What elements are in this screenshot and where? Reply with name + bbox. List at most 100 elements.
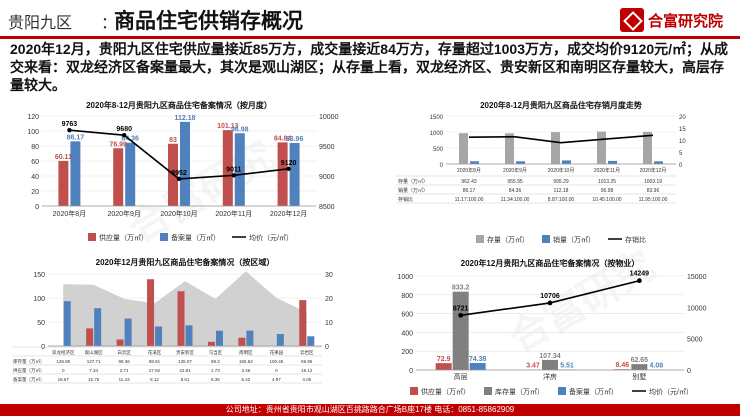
table-cell: 98.3 [211, 359, 220, 364]
table-cell: 11.34:100.00 [501, 197, 530, 203]
table-row-label: 存量（万㎡） [398, 178, 428, 185]
bar-inventory [631, 364, 648, 370]
x-tick-label: 乌当区 [209, 349, 223, 356]
x-tick-label: 2020年12月 [640, 167, 667, 174]
table-cell: 1.73 [211, 368, 220, 373]
bar-sales [470, 161, 479, 164]
y-tick-label-left: 400 [401, 330, 413, 337]
y-tick-label-right: 15 [679, 127, 686, 133]
y-tick-label-right: 10 [679, 139, 686, 145]
data-label-price: 9763 [62, 121, 78, 128]
table-cell: 3.46 [242, 368, 251, 373]
data-label-price: 10706 [540, 293, 560, 300]
y-tick-label-right: 10 [325, 320, 333, 327]
y-tick-label-right: 0 [687, 368, 691, 375]
table-cell: 995.29 [553, 179, 569, 185]
y-tick-label-right: 10000 [687, 305, 707, 312]
bar-filing [63, 301, 71, 346]
bar-stock [643, 131, 652, 164]
x-tick-label: 别墅 [632, 372, 646, 381]
data-label-filing: 86.17 [67, 134, 85, 141]
table-cell: 4.05 [302, 377, 311, 382]
legend-label: 存销比 [625, 235, 646, 244]
y-tick-label-right: 30 [325, 272, 333, 279]
bar-supply [86, 328, 94, 346]
x-tick-label: 花溪区 [148, 349, 162, 356]
point-price [636, 278, 642, 284]
legend-swatch [542, 235, 550, 243]
x-tick-label: 2020年10月 [160, 209, 197, 218]
data-label-filing: 96.98 [231, 126, 249, 133]
bar-filing [124, 318, 132, 346]
x-tick-label: 2020年10月 [548, 167, 575, 174]
table-cell: 8.12 [150, 377, 159, 382]
x-tick-label: 白云区 [117, 349, 131, 356]
y-tick-label-left: 200 [401, 349, 413, 356]
y-tick-label-left: 0 [440, 163, 444, 169]
table-cell: 1003.19 [644, 179, 662, 185]
y-tick-label-right: 8500 [319, 204, 335, 211]
chart-title: 2020年8-12月贵阳九区商品住宅存销月度走势 [480, 100, 642, 110]
table-cell: 135.07 [178, 359, 192, 364]
summary-text: 2020年12月，贵阳九区住宅供应量接近85万方，成交量接近84万方，存量超过1… [10, 41, 729, 93]
y-tick-label-left: 80 [31, 144, 39, 151]
table-cell: 22.81 [179, 368, 191, 373]
y-tick-label-left: 100 [33, 296, 45, 303]
x-tick-label: 南明区 [239, 349, 253, 356]
bar-filing [276, 334, 284, 346]
data-label-filing: 74.38 [469, 356, 487, 363]
data-label-filing: 5.51 [560, 362, 574, 369]
bar-filing [469, 363, 486, 370]
bar-filing [70, 141, 81, 206]
legend-label: 供应量（万㎡） [421, 387, 470, 396]
y-tick-label-right: 20 [679, 115, 686, 121]
y-tick-label-left: 60 [31, 159, 39, 166]
y-tick-label-left: 1000 [430, 131, 444, 137]
table-cell: 84.36 [509, 188, 522, 194]
x-tick-label: 2020年11月 [215, 209, 252, 218]
y-tick-label-right: 5000 [687, 337, 703, 344]
table-cell: 15.75 [88, 377, 100, 382]
chart-monthly-filing: 2020年8-12月贵阳九区商品住宅备案情况（按月度） 0 20 40 60 80 100 1… [27, 100, 338, 242]
bar-supply [207, 341, 215, 346]
bar-sales [516, 161, 525, 164]
x-tick-label: 洋房 [543, 372, 557, 381]
x-tick-label: 云岩区 [300, 349, 314, 356]
y-tick-label-right: 15000 [687, 274, 707, 281]
header: 贵阳九区 ： 商品住宅供销存概况 合富研究院 [0, 0, 740, 40]
table-cell: 83.96 [647, 188, 660, 194]
table-cell: 8.61 [181, 377, 190, 382]
y-tick-label-left: 0 [35, 204, 39, 211]
y-tick-label-left: 500 [433, 147, 444, 153]
header-divider [0, 36, 740, 39]
table-cell: 0 [62, 368, 65, 373]
bar-filing [215, 330, 223, 346]
legend-label: 均价（元/㎡） [249, 233, 293, 242]
x-tick-label: 2020年8月 [53, 209, 86, 218]
table-cell: 0 [275, 368, 278, 373]
x-tick-label: 观山湖区 [85, 349, 103, 356]
y-tick-label-right: 9500 [319, 144, 335, 151]
data-label-inventory: 107.34 [539, 353, 561, 360]
header-subtitle: 贵阳九区 [8, 15, 73, 32]
chart-by-property: 2020年12月贵阳九区商品住宅备案情况（按物业） 0 200 400 600 800 10… [397, 258, 707, 396]
bar-supply [299, 300, 307, 346]
table-cell: 69.96 [301, 359, 313, 364]
y-tick-label-right: 9000 [319, 174, 335, 181]
y-tick-label-left: 50 [37, 320, 45, 327]
table-cell: 955.95 [507, 179, 523, 185]
bar-filing [155, 326, 163, 346]
table-row-label: 备案量（万㎡） [13, 376, 45, 383]
table-cell: 6.36 [211, 377, 220, 382]
point-price [176, 176, 182, 182]
bar-supply [58, 160, 69, 206]
line-ratio [468, 134, 654, 144]
data-label-supply: 72.9 [437, 356, 451, 363]
data-label-price: 9011 [226, 166, 241, 173]
table-row-label: 库存量（万㎡） [13, 358, 45, 365]
x-tick-label: 2020年11月 [594, 167, 620, 174]
data-label-price: 8721 [453, 305, 469, 312]
table-cell: 10.45:100.00 [592, 197, 621, 203]
page-title: 商品住宅供销存概况 [114, 10, 303, 33]
table-cell: 155.62 [239, 359, 253, 364]
